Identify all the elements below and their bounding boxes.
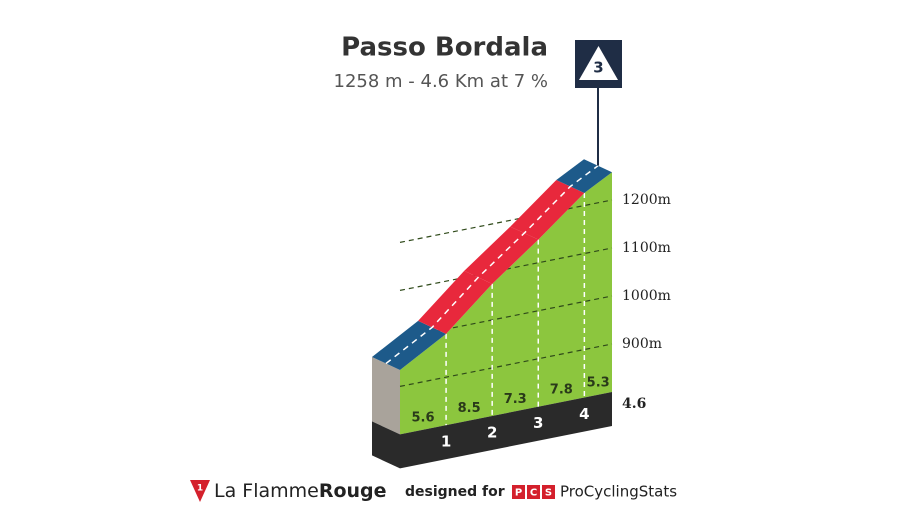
pcs-letter: C	[530, 488, 537, 499]
band-side	[372, 421, 400, 469]
grid-line	[399, 199, 613, 243]
pcs-letter: S	[545, 488, 552, 499]
x-tick-label: 3	[533, 414, 543, 432]
category-label: 3	[593, 59, 603, 77]
gradient-label: 7.8	[550, 383, 573, 398]
pcs-box	[512, 485, 525, 499]
distance-label: 4.6	[622, 396, 646, 412]
y-tick-label: 1200m	[622, 192, 671, 208]
side-wall	[372, 357, 400, 435]
gradient-label: 5.3	[587, 375, 610, 390]
x-tick-label: 1	[441, 433, 451, 451]
badge-triangle	[579, 46, 618, 80]
km-band	[400, 392, 612, 469]
chart-subtitle: 1258 m - 4.6 Km at 7 %	[334, 71, 549, 92]
pcs-name: ProCyclingStats	[560, 483, 677, 501]
x-tick-label: 2	[487, 423, 497, 441]
y-tick-label: 1000m	[622, 288, 671, 304]
gradient-strip	[556, 159, 612, 193]
y-tick-label: 900m	[622, 336, 662, 352]
gradient-label: 7.3	[504, 392, 527, 407]
flame-logo	[190, 480, 210, 502]
gradient-label: 8.5	[458, 401, 481, 416]
y-tick-label: 1100m	[622, 240, 671, 256]
brand: La FlammeRouge	[214, 480, 387, 502]
logo-number: 1	[197, 484, 203, 494]
pcs-letter: P	[515, 488, 522, 499]
x-tick-label: 4	[579, 405, 589, 423]
brand-a: La Flamme	[214, 480, 319, 502]
profile-face	[400, 172, 612, 435]
brand-b: Rouge	[319, 480, 387, 502]
gradient-strip	[372, 320, 447, 370]
strip-centerline	[385, 165, 599, 365]
chart-title: Passo Bordala	[341, 33, 548, 63]
grid-line	[399, 343, 613, 387]
gradient-label: 5.6	[412, 410, 435, 425]
pcs-box	[527, 485, 540, 499]
designed-for: designed for	[405, 484, 505, 500]
pcs-box	[542, 485, 555, 499]
